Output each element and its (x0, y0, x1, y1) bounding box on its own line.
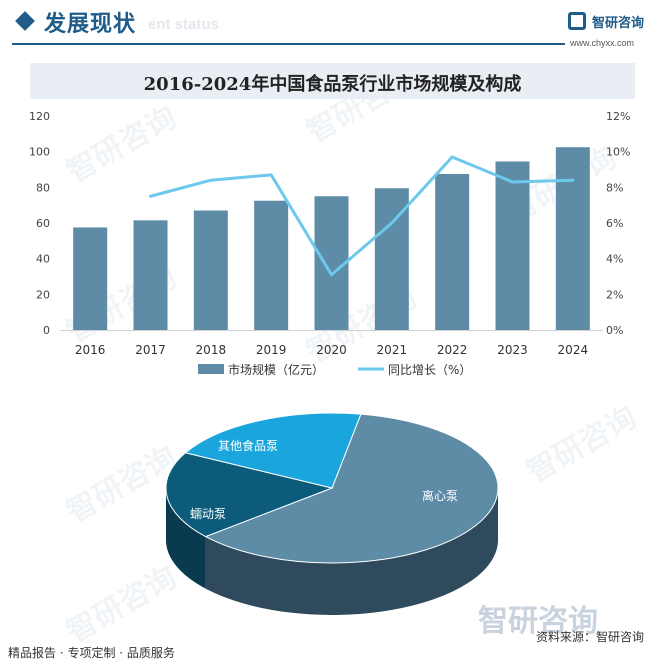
footer-source: 资料来源：智研咨询 (536, 630, 645, 644)
legend-line-label: 同比增长（%） (388, 363, 471, 377)
brand-url[interactable]: www.chyxx.com (570, 38, 635, 48)
y-left-tick-label: 0 (43, 324, 50, 337)
legend-bar-label: 市场规模（亿元） (228, 362, 324, 377)
diamond-icon (15, 11, 35, 31)
footer-tagline: 精品报告 · 专项定制 · 品质服务 (8, 646, 175, 660)
pie-slice-label: 离心泵 (422, 488, 458, 503)
brand-logo-icon (568, 12, 586, 30)
growth-point (571, 178, 575, 182)
section-title: 发展现状 (44, 12, 137, 37)
section-subtitle: ent status (148, 16, 219, 33)
bar (254, 200, 289, 330)
x-tick-label: 2018 (196, 343, 227, 357)
growth-point (390, 221, 394, 225)
y-right-tick-label: 8% (606, 181, 623, 194)
y-right-tick-label: 12% (606, 110, 630, 123)
legend-bar-swatch (198, 364, 224, 374)
growth-point (149, 194, 152, 198)
x-tick-label: 2024 (558, 343, 589, 357)
pie-slice (165, 452, 334, 538)
pie-slice-label: 其他食品泵 (218, 438, 278, 453)
x-tick-label: 2023 (497, 343, 528, 357)
bar (435, 173, 470, 330)
x-tick-label: 2017 (135, 343, 166, 357)
y-left-tick-label: 60 (36, 217, 50, 230)
watermark: 智研咨询 (521, 399, 643, 491)
x-tick-label: 2021 (377, 343, 408, 357)
chart-title-band: 2016-2024年中国食品泵行业市场规模及构成 (30, 63, 635, 99)
growth-point (450, 155, 454, 159)
bar (133, 220, 168, 330)
y-right-tick-label: 2% (606, 288, 623, 301)
pie-slice (184, 412, 362, 489)
section-header: ent status 发展现状 智研咨询 www.chyxx.com (0, 0, 663, 48)
y-left-tick-label: 120 (29, 110, 50, 123)
bar (555, 147, 590, 330)
bar (495, 161, 530, 330)
y-left-tick-label: 100 (29, 146, 50, 159)
pie-slice-label: 蠕动泵 (190, 507, 226, 521)
pie-slice (204, 413, 499, 564)
bar (73, 227, 108, 330)
growth-point (511, 180, 514, 184)
y-right-tick-label: 10% (606, 146, 630, 159)
brand-name: 智研咨询 (592, 16, 645, 31)
growth-point (269, 173, 273, 177)
x-tick-label: 2020 (316, 343, 347, 357)
pie-slice-side (166, 488, 206, 589)
chart-title: 2016-2024年中国食品泵行业市场规模及构成 (143, 74, 522, 95)
footer-watermark: 智研咨询 (478, 604, 598, 639)
y-left-tick-label: 40 (36, 253, 50, 266)
growth-line (150, 155, 573, 277)
y-right-tick-label: 6% (606, 217, 623, 230)
x-tick-label: 2016 (75, 343, 106, 357)
y-right-tick-label: 0% (606, 324, 623, 337)
x-tick-label: 2019 (256, 343, 287, 357)
growth-point (330, 273, 333, 277)
y-left-tick-label: 80 (36, 181, 50, 194)
bar (193, 210, 228, 330)
y-right-tick-label: 4% (606, 253, 623, 266)
header-divider (12, 43, 565, 45)
y-left-tick-label: 20 (36, 288, 50, 301)
pie-slice-side (205, 488, 498, 615)
combo-chart: 0 20 40 60 80 100 120 0% 2% 4% 6% 8% 10% 12% 2016 2017 2… (29, 110, 630, 377)
x-tick-label: 2022 (437, 343, 468, 357)
growth-point (209, 178, 213, 182)
